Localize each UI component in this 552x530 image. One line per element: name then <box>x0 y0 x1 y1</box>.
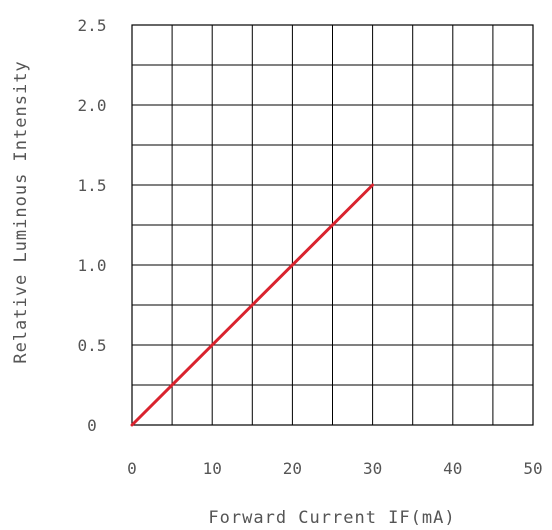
x-axis-label: Forward Current IF(mA) <box>208 508 455 528</box>
plot-frame <box>131 24 534 426</box>
x-tick-label: 40 <box>443 459 462 478</box>
series-line <box>130 183 375 427</box>
x-tick-label: 20 <box>283 459 302 478</box>
x-tick-label: 50 <box>523 459 542 478</box>
y-tick-label: 1.0 <box>78 256 107 275</box>
y-tick-label: 2.5 <box>78 16 107 35</box>
x-tick-label: 0 <box>127 459 137 478</box>
x-tick-label: 10 <box>203 459 222 478</box>
y-tick-label: 2.0 <box>78 96 107 115</box>
series-layer <box>130 183 375 427</box>
y-tick-labels: 0 0.5 1.0 1.5 2.0 2.5 <box>78 16 107 435</box>
y-tick-label: 1.5 <box>78 176 107 195</box>
y-tick-label: 0.5 <box>78 336 107 355</box>
x-tick-labels: 0 10 20 30 40 50 <box>127 459 542 478</box>
x-tick-label: 30 <box>363 459 382 478</box>
y-tick-label: 0 <box>87 416 97 435</box>
y-axis-label: Relative Luminous Intensity <box>11 60 31 363</box>
